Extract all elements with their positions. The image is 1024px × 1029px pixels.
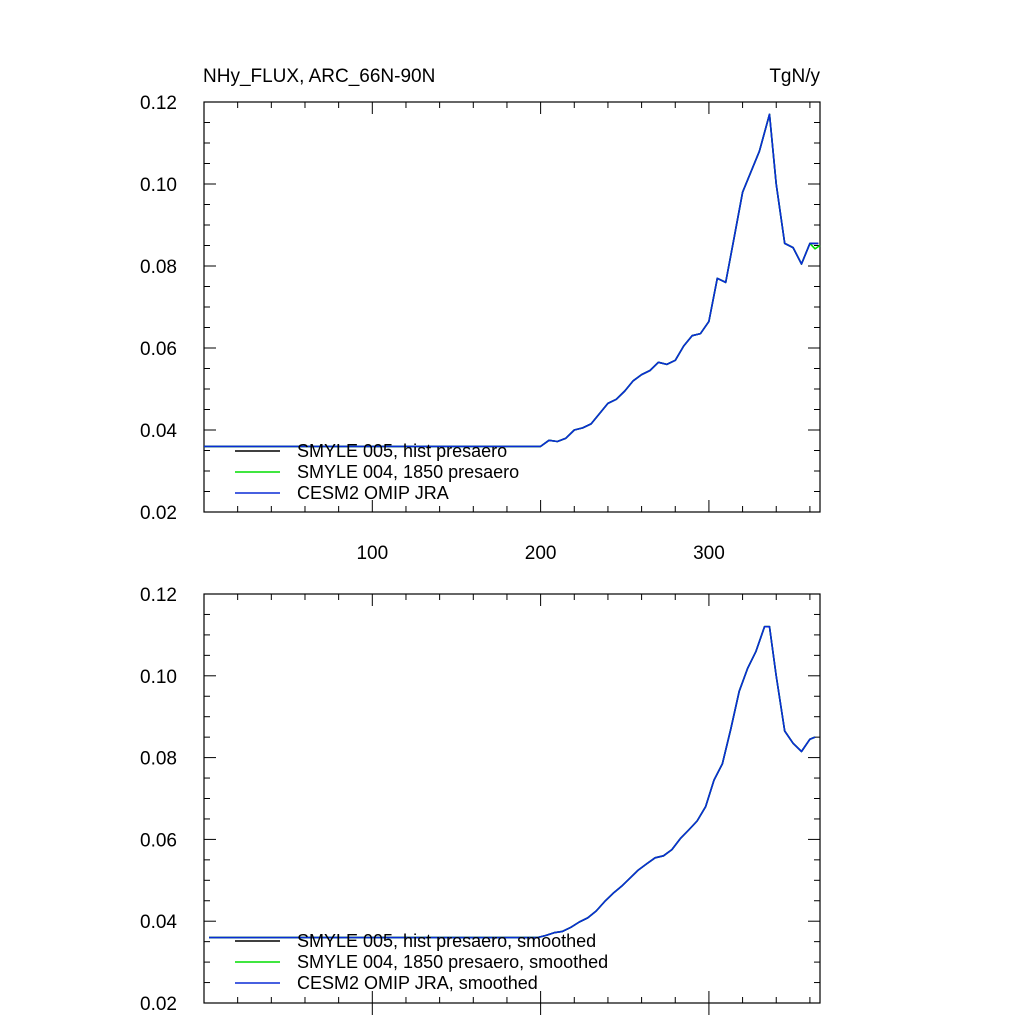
units-label: TgN/y [769,66,820,87]
y-tick-label: 0.08 [140,749,177,770]
raw-panel: 0.02 0.04 0.06 0.08 0.10 0.12 100 200 300 SMYLE 0… [140,93,821,564]
x-tick-label: 100 [356,543,388,564]
legend-label-2: CESM2 OMIP JRA, smoothed [297,973,538,993]
y-tick-label: 0.02 [140,503,177,524]
y-tick-label: 0.10 [140,175,177,196]
legend-label-0: SMYLE 005, hist presaero, smoothed [297,931,596,951]
y-tick-label: 0.04 [140,912,177,933]
series-line-2 [209,625,816,939]
y-tick-label: 0.12 [140,93,177,114]
y-tick-label: 0.06 [140,830,177,851]
y-tick-label: 0.08 [140,257,177,278]
legend-label-1: SMYLE 004, 1850 presaero [297,462,519,482]
y-tick-label: 0.04 [140,421,177,442]
chart-title: NHy_FLUX, ARC_66N-90N [203,66,435,87]
x-tick-label: 200 [525,543,557,564]
y-tick-label: 0.02 [140,994,177,1015]
legend-label-0: SMYLE 005, hist presaero [297,441,507,461]
smoothed-panel: 0.02 0.04 0.06 0.08 0.10 0.12 SMYLE 005, hist … [140,585,821,1015]
legend-label-1: SMYLE 004, 1850 presaero, smoothed [297,952,608,972]
y-tick-label: 0.12 [140,585,177,606]
x-tick-label: 300 [693,543,725,564]
series-line-2 [204,113,819,448]
y-tick-label: 0.10 [140,667,177,688]
legend-label-2: CESM2 OMIP JRA [297,483,449,503]
y-tick-label: 0.06 [140,339,177,360]
